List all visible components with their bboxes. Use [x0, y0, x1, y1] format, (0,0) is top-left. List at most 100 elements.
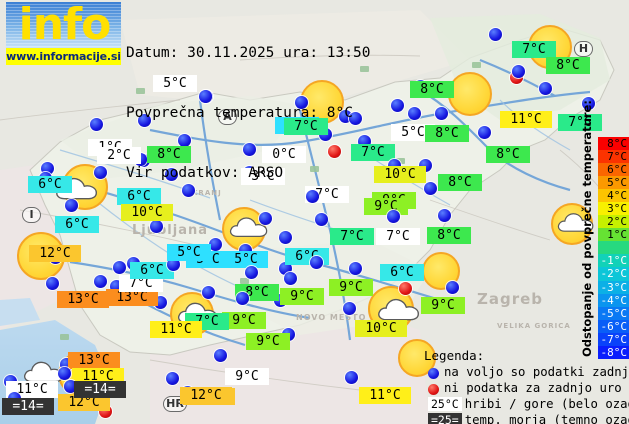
temperature-chip: 11°C [150, 321, 202, 338]
country-marker-h: H [574, 41, 593, 57]
scale-cell: 2°C [598, 215, 629, 229]
station-dot-blue[interactable] [391, 99, 404, 112]
scale-cell: -4°C [598, 293, 629, 307]
logo-url: www.informacije.si [6, 48, 121, 65]
temperature-chip: 12°C [29, 245, 81, 262]
sun-icon [448, 72, 492, 116]
legend-row-text: ni podatka za zadnjo uro [444, 380, 622, 395]
country-marker-i: I [22, 207, 41, 223]
scale-cell: -6°C [598, 319, 629, 333]
station-dot-blue[interactable] [167, 258, 180, 271]
temperature-chip: 6°C [130, 262, 174, 279]
legend-row-text: temp. morja (temno ozadje) [464, 412, 629, 424]
station-dot-blue[interactable] [435, 107, 448, 120]
station-dot-blue[interactable] [279, 231, 292, 244]
station-dot-blue[interactable] [113, 261, 126, 274]
station-dot-blue[interactable] [65, 199, 78, 212]
scale-cell: 7°C [598, 150, 629, 164]
temperature-chip: 5°C [167, 244, 211, 261]
scale-cell: 3°C [598, 202, 629, 216]
station-dot-blue[interactable] [166, 372, 179, 385]
temperature-chip: 7°C [351, 144, 395, 161]
temperature-chip: 7°C [558, 114, 602, 131]
temperature-chip: 9°C [364, 198, 408, 215]
station-dot-blue[interactable] [41, 162, 54, 175]
scale-cell: -8°C [598, 345, 629, 359]
temperature-chip: 8°C [438, 174, 482, 191]
station-dot-blue[interactable] [64, 380, 77, 393]
temperature-chip: 9°C [280, 288, 324, 305]
site-logo[interactable]: info www.informacije.si [6, 0, 121, 66]
station-dot-blue[interactable] [478, 126, 491, 139]
station-dot-blue[interactable] [306, 190, 319, 203]
legend-sea-chip: =25= [428, 412, 462, 424]
temperature-chip: 10°C [355, 320, 407, 337]
scale-cell: 4°C [598, 189, 629, 203]
station-dot-blue[interactable] [424, 182, 437, 195]
temperature-chip: 6°C [380, 264, 424, 281]
station-dot-blue[interactable] [58, 367, 71, 380]
station-dot-blue[interactable] [182, 184, 195, 197]
temperature-chip: 0°C [262, 146, 306, 163]
temperature-chip: 8°C [427, 227, 471, 244]
station-dot-blue[interactable] [90, 118, 103, 131]
station-dot-blue[interactable] [94, 166, 107, 179]
legend-row: na voljo so podatki zadnje ure [424, 365, 629, 381]
temperature-chip: 6°C [117, 188, 161, 205]
legend-row: =25=temp. morja (temno ozadje) [424, 412, 629, 424]
station-dot-blue[interactable] [46, 277, 59, 290]
station-dot-blue[interactable] [489, 28, 502, 41]
station-dot-blue[interactable] [582, 97, 595, 110]
station-dot-blue[interactable] [512, 65, 525, 78]
scale-cell: 6°C [598, 163, 629, 177]
station-dot-blue[interactable] [150, 220, 163, 233]
temperature-chip: 8°C [486, 146, 530, 163]
temperature-chip: 9°C [222, 312, 266, 329]
station-dot-blue[interactable] [209, 238, 222, 251]
station-dot-blue[interactable] [94, 275, 107, 288]
station-dot-blue[interactable] [539, 82, 552, 95]
temperature-chip: 9°C [225, 368, 269, 385]
country-marker-a: A [218, 109, 237, 125]
scale-cell: -7°C [598, 332, 629, 346]
station-dot-blue[interactable] [310, 256, 323, 269]
station-dot-blue[interactable] [295, 96, 308, 109]
temperature-chip: 12°C [58, 394, 110, 411]
station-dot-blue[interactable] [345, 371, 358, 384]
station-dot-red[interactable] [328, 145, 341, 158]
station-dot-blue[interactable] [349, 112, 362, 125]
temperature-chip: 13°C [68, 352, 120, 369]
station-dot-blue[interactable] [138, 114, 151, 127]
temperature-chip: 13°C [57, 291, 109, 308]
cloud-icon [228, 212, 270, 238]
station-dot-blue[interactable] [387, 210, 400, 223]
station-dot-blue[interactable] [236, 292, 249, 305]
station-dot-blue[interactable] [245, 266, 258, 279]
station-dot-blue[interactable] [343, 302, 356, 315]
station-dot-red[interactable] [399, 282, 412, 295]
temperature-chip: 2°C [97, 147, 141, 164]
station-dot-blue[interactable] [438, 209, 451, 222]
station-dot-blue[interactable] [279, 262, 292, 275]
temperature-chip: 12°C [180, 387, 232, 404]
station-dot-blue[interactable] [446, 281, 459, 294]
temperature-chip: 7°C [284, 118, 328, 135]
station-dot-blue[interactable] [259, 212, 272, 225]
station-dot-blue[interactable] [315, 213, 328, 226]
station-dot-blue[interactable] [178, 134, 191, 147]
station-dot-blue[interactable] [214, 349, 227, 362]
legend-title: Legenda: [424, 348, 485, 363]
station-dot-blue[interactable] [165, 168, 178, 181]
scale-cell: -2°C [598, 267, 629, 281]
station-dot-blue[interactable] [202, 286, 215, 299]
temperature-chip: 9°C [246, 333, 290, 350]
station-dot-blue[interactable] [349, 262, 362, 275]
station-dot-blue[interactable] [284, 272, 297, 285]
station-dot-blue[interactable] [243, 143, 256, 156]
temperature-chip: 7°C [376, 228, 420, 245]
station-dot-blue[interactable] [339, 110, 352, 123]
station-dot-blue[interactable] [408, 107, 421, 120]
temperature-chip: 11°C [500, 111, 552, 128]
station-dot-blue[interactable] [199, 90, 212, 103]
